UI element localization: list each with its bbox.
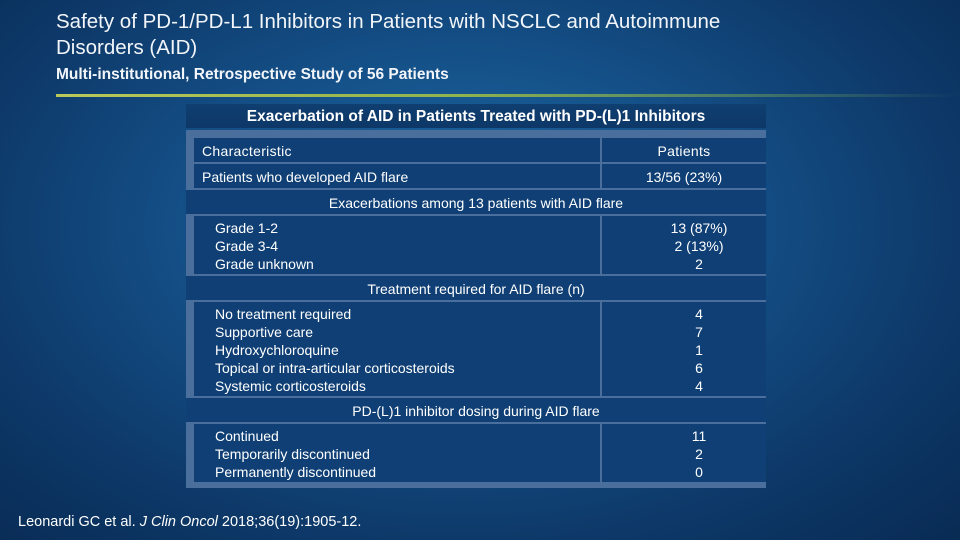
row-value: 0	[695, 464, 703, 480]
citation-authors: Leonardi GC et al.	[18, 514, 140, 530]
citation-journal: J Clin Oncol	[139, 514, 218, 530]
row-value: 13 (87%)	[670, 220, 728, 236]
slide-title-line-2: Disorders (AID)	[56, 36, 198, 59]
flare-row-value: 13/56 (23%)	[602, 164, 766, 188]
row-label: Grade unknown	[215, 256, 314, 272]
header-characteristic: Characteristic	[194, 138, 600, 162]
section-exacerbations-values: 13 (87%) 2 (13%) 2	[602, 216, 766, 274]
citation-details: 2018;36(19):1905-12.	[217, 514, 362, 530]
row-label: Continued	[215, 428, 279, 444]
flare-row-label: Patients who developed AID flare	[194, 164, 600, 188]
row-value: 4	[695, 378, 703, 394]
header-patients: Patients	[602, 138, 766, 162]
row-value: 2	[695, 256, 703, 272]
section-treatment-values: 4 7 1 6 4	[602, 302, 766, 396]
slide-subtitle: Multi-institutional, Retrospective Study…	[56, 66, 449, 83]
row-value: 7	[695, 324, 703, 340]
row-value: 6	[695, 360, 703, 376]
section-exacerbations-labels: Grade 1-2 Grade 3-4 Grade unknown	[194, 216, 600, 274]
data-table: Characteristic Patients Patients who dev…	[186, 130, 766, 488]
table-title: Exacerbation of AID in Patients Treated …	[186, 104, 766, 128]
row-label: Temporarily discontinued	[215, 446, 370, 462]
section-treatment-labels: No treatment required Supportive care Hy…	[194, 302, 600, 396]
slide-title: Safety of PD-1/PD-L1 Inhibitors in Patie…	[56, 9, 936, 61]
row-label: Grade 1-2	[215, 220, 279, 236]
section-heading-treatment: Treatment required for AID flare (n)	[186, 276, 766, 300]
section-dosing-values: 11 2 0	[602, 424, 766, 482]
section-heading-exacerbations: Exacerbations among 13 patients with AID…	[186, 190, 766, 214]
section-heading-dosing: PD-(L)1 inhibitor dosing during AID flar…	[186, 398, 766, 422]
title-divider	[56, 94, 960, 97]
row-value: 11	[691, 428, 707, 444]
slide-title-line-1: Safety of PD-1/PD-L1 Inhibitors in Patie…	[56, 10, 721, 33]
row-value: 4	[695, 306, 703, 322]
row-value: 2 (13%)	[674, 238, 724, 254]
row-value: 2	[695, 446, 703, 462]
row-label: Hydroxychloroquine	[215, 342, 339, 358]
row-label: Topical or intra-articular corticosteroi…	[215, 360, 455, 376]
section-dosing-labels: Continued Temporarily discontinued Perma…	[194, 424, 600, 482]
row-label: Systemic corticosteroids	[215, 378, 366, 394]
row-label: Supportive care	[215, 324, 314, 340]
citation: Leonardi GC et al. J Clin Oncol 2018;36(…	[18, 514, 361, 530]
row-label: Grade 3-4	[215, 238, 279, 254]
row-value: 1	[695, 342, 703, 358]
row-label: No treatment required	[215, 306, 352, 322]
row-label: Permanently discontinued	[215, 464, 377, 480]
